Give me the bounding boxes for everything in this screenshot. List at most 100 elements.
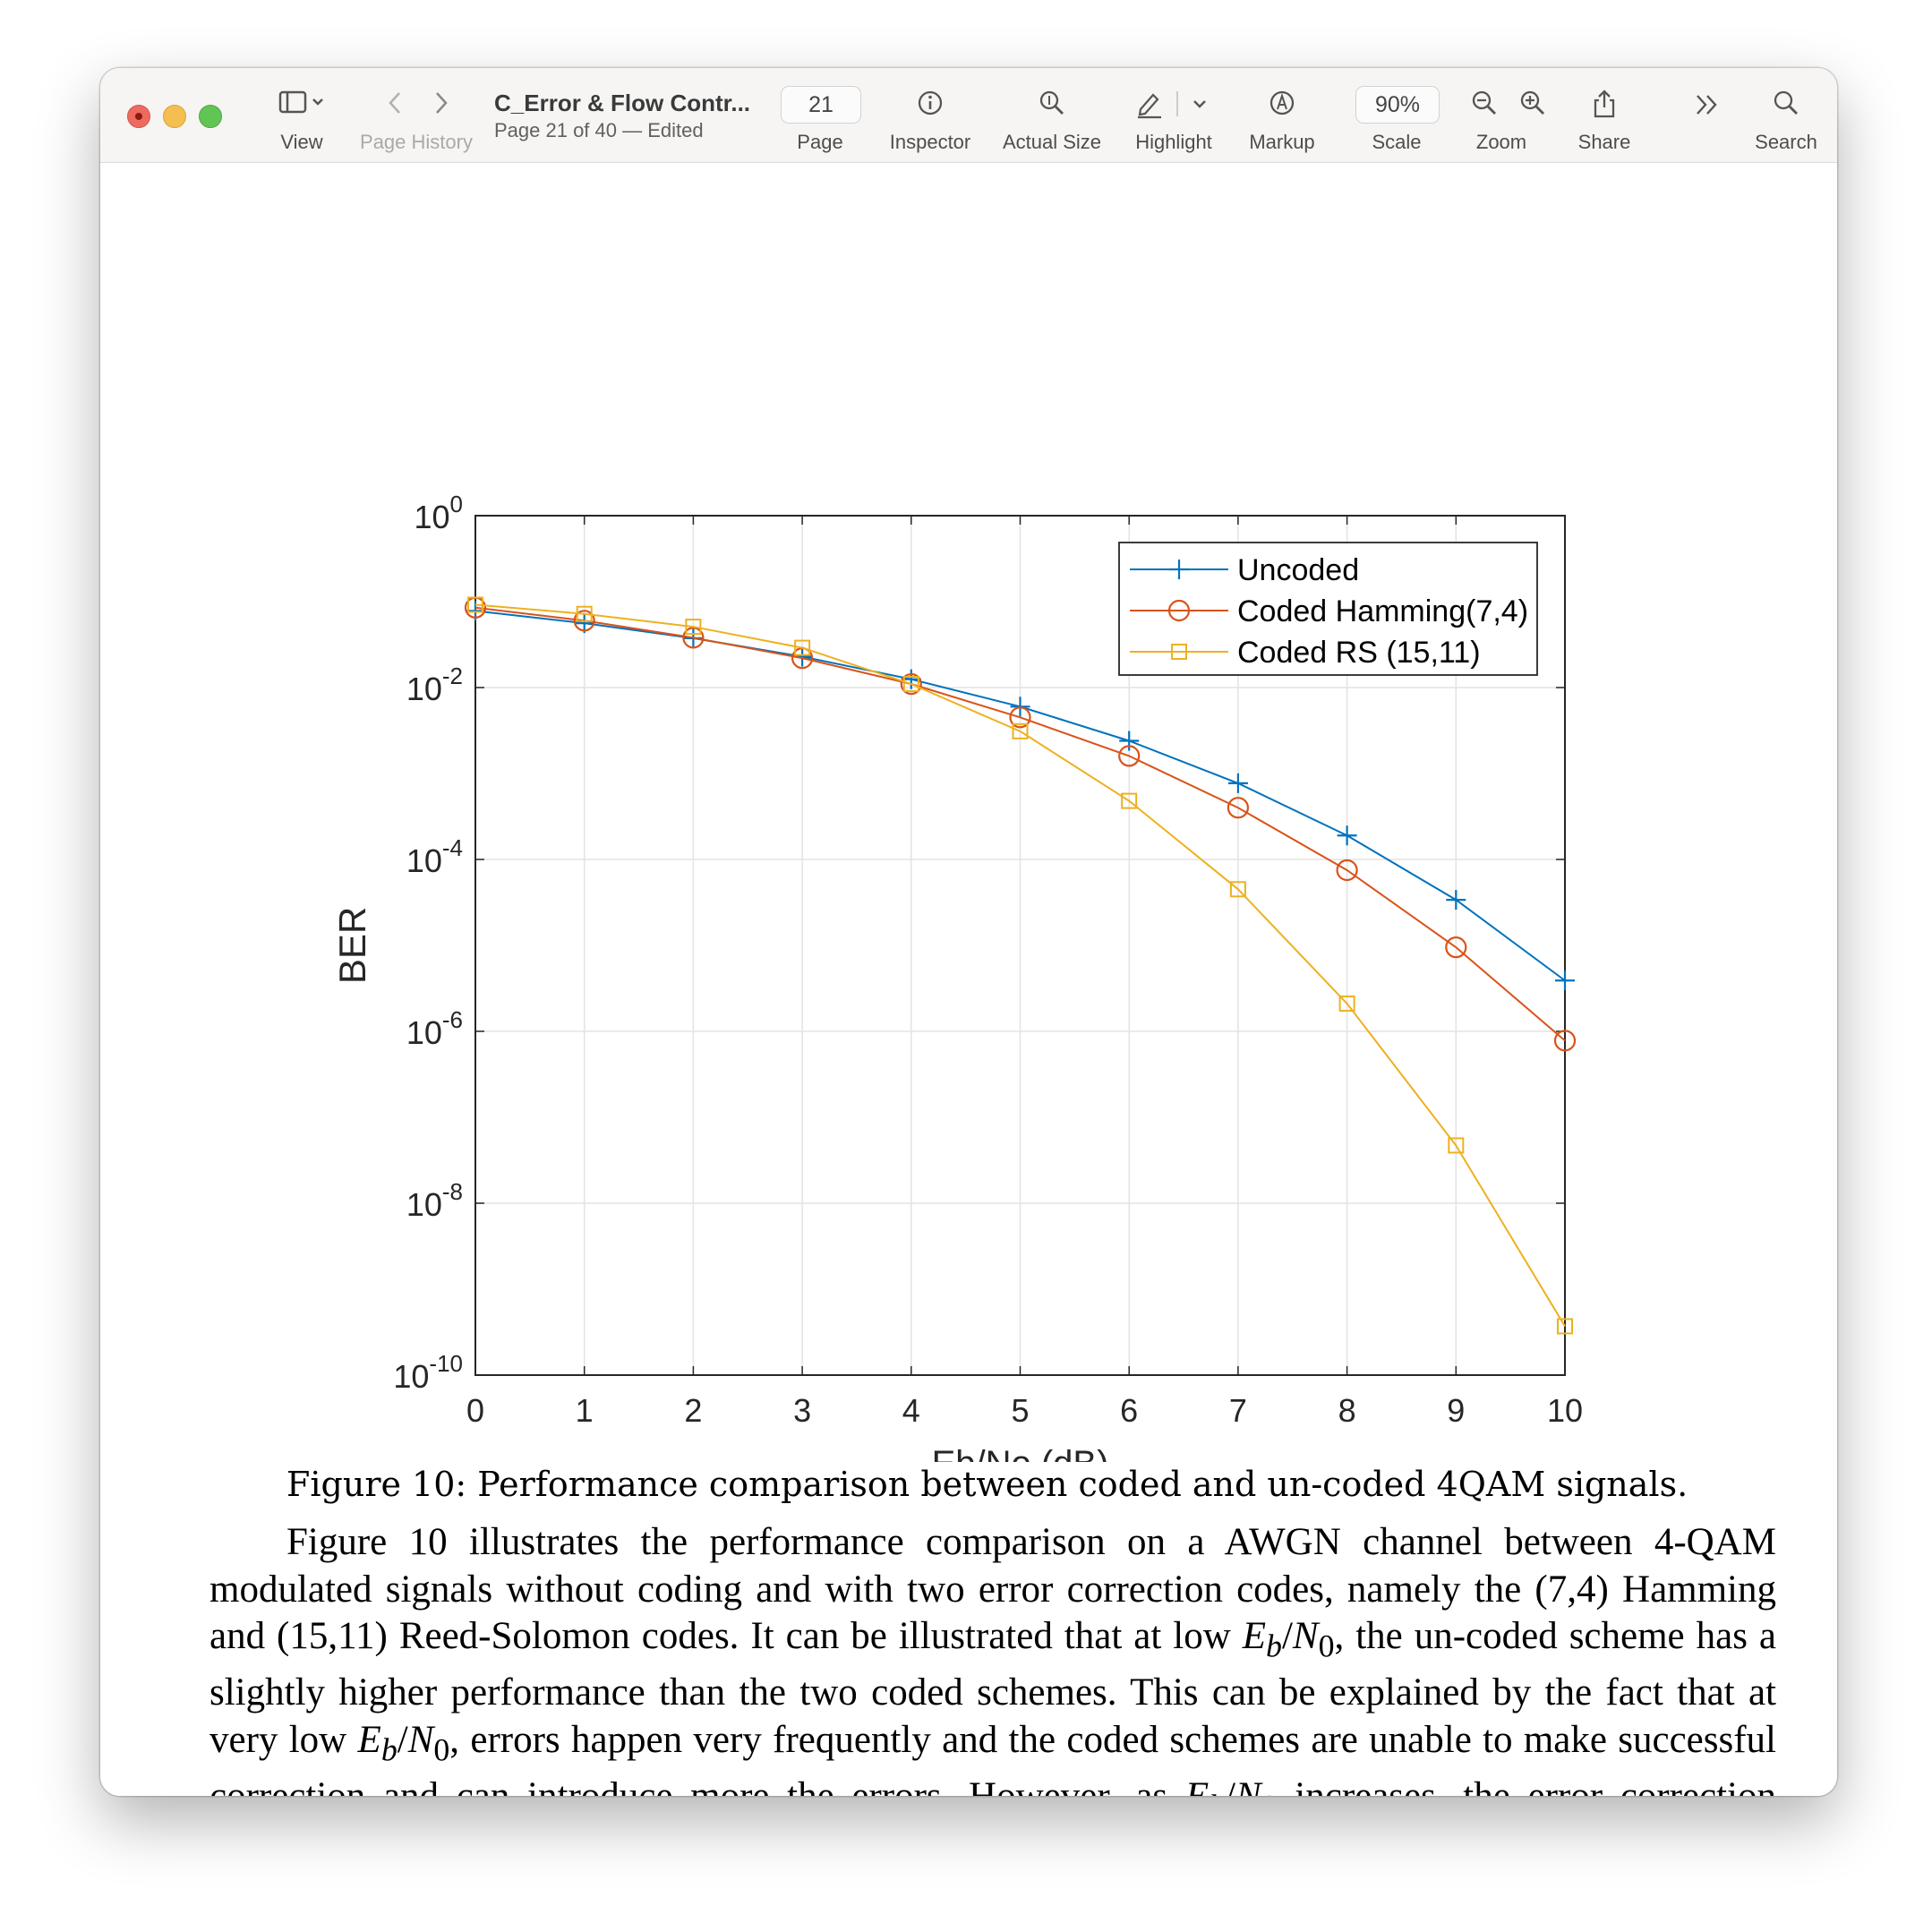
math-E: E — [357, 1718, 381, 1761]
y-tick-label: 10-6 — [406, 1006, 463, 1051]
marker-square — [467, 596, 483, 613]
x-tick-label: 2 — [684, 1392, 702, 1429]
marker-plus — [1227, 773, 1248, 793]
math-0: 0 — [1261, 1788, 1278, 1796]
x-tick-label: 7 — [1229, 1392, 1247, 1429]
math-0: 0 — [433, 1731, 450, 1768]
scale-control: 90% Scale — [1354, 68, 1440, 162]
fullscreen-button[interactable] — [199, 105, 222, 128]
marker-circle — [682, 627, 705, 649]
math-slash: / — [397, 1718, 408, 1761]
preview-window: View Page History C_Error & Flow Contr..… — [100, 68, 1837, 1796]
info-icon — [918, 90, 943, 115]
marker-circle — [1167, 599, 1191, 622]
x-tick-label: 4 — [902, 1392, 920, 1429]
para-text-1: Figure 10 illustrates the performance co… — [209, 1521, 1776, 1657]
view-button[interactable]: View — [266, 68, 338, 162]
legend-entry: Uncoded — [1130, 553, 1359, 587]
marker-circle — [1227, 797, 1250, 819]
marker-circle — [1445, 936, 1467, 959]
ber-chart: 0 1 2 3 4 5 6 7 8 9 10 100 10-2 10-4 10-6 10-8 10-10 Eb/N… — [331, 491, 1583, 1462]
highlight-label: Highlight — [1135, 131, 1212, 153]
x-tick-label: 9 — [1447, 1392, 1465, 1429]
math-E: E — [1242, 1615, 1267, 1657]
chevron-right-icon[interactable] — [430, 90, 451, 116]
math-slash: / — [1281, 1615, 1293, 1657]
marker-square — [1557, 1318, 1573, 1335]
chevron-down-icon[interactable] — [1191, 95, 1209, 113]
marker-plus — [1169, 560, 1189, 579]
legend-label: Uncoded — [1237, 553, 1359, 587]
highlight-divider — [1176, 91, 1178, 116]
math-N: N — [1235, 1775, 1261, 1796]
x-tick-label: 1 — [576, 1392, 594, 1429]
marker-square — [1448, 1137, 1465, 1154]
page-number-field[interactable]: 21 — [781, 86, 861, 124]
double-chevron-icon[interactable] — [1692, 91, 1723, 118]
marker-square — [576, 605, 593, 622]
close-icon — [135, 113, 142, 120]
math-eb-n0: Eb/N0 — [1242, 1615, 1335, 1664]
legend-label: Coded Hamming(7,4) — [1237, 594, 1528, 628]
math-0: 0 — [1318, 1628, 1335, 1664]
share-button[interactable]: Share — [1564, 68, 1645, 162]
markup-pen-icon — [1269, 90, 1295, 115]
marker-circle — [1118, 745, 1141, 767]
legend-entry: Coded RS (15,11) — [1130, 636, 1481, 670]
marker-square — [1229, 881, 1246, 898]
marker-square — [1338, 996, 1355, 1013]
minimize-button[interactable] — [163, 105, 186, 128]
marker-square — [1171, 644, 1187, 660]
zoom-out-icon[interactable] — [1469, 88, 1500, 118]
math-slash: / — [1225, 1775, 1235, 1796]
actual-size-button[interactable]: Actual Size — [994, 68, 1110, 162]
magnifier-icon — [1039, 90, 1064, 115]
x-tick-label: 6 — [1120, 1392, 1138, 1429]
series-line — [474, 603, 1566, 1327]
page-control: 21 Page — [779, 68, 861, 162]
zoom-in-icon[interactable] — [1517, 88, 1548, 118]
body-paragraph: Figure 10 illustrates the performance co… — [209, 1519, 1776, 1796]
y-axis-label: BER — [331, 907, 373, 984]
chevron-left-icon[interactable] — [385, 90, 406, 116]
y-tick-label: 100 — [414, 491, 463, 535]
scale-field[interactable]: 90% — [1355, 86, 1440, 124]
series-1 — [464, 596, 1577, 1052]
legend-label: Coded RS (15,11) — [1237, 636, 1481, 670]
marker-square — [902, 676, 919, 693]
math-N: N — [1292, 1615, 1319, 1657]
document-title[interactable]: C_Error & Flow Contr... — [494, 90, 751, 116]
marker-circle — [1009, 706, 1031, 729]
actual-size-label: Actual Size — [1002, 131, 1102, 153]
view-label: View — [280, 131, 323, 153]
math-b: b — [380, 1731, 398, 1768]
zoom-group: Zoom — [1457, 68, 1546, 162]
document-subtitle: Page 21 of 40 — Edited — [494, 119, 704, 141]
marker-circle — [1336, 859, 1358, 882]
search-button[interactable]: Search — [1746, 68, 1826, 162]
x-tick-label: 5 — [1011, 1392, 1029, 1429]
axes-box — [474, 515, 1566, 1376]
pen-icon — [1138, 93, 1161, 119]
math-b: b — [1266, 1628, 1282, 1664]
sidebar-icon — [278, 90, 323, 114]
legend-entry: Coded Hamming(7,4) — [1130, 594, 1528, 628]
close-button[interactable] — [127, 105, 150, 128]
inspector-button[interactable]: Inspector — [877, 68, 983, 162]
x-axis-label: Eb/No (dB) — [932, 1444, 1109, 1462]
page-history-group: Page History — [349, 68, 483, 162]
marker-plus — [1337, 825, 1357, 846]
toolbar: View Page History C_Error & Flow Contr..… — [100, 68, 1837, 163]
marker-square — [794, 639, 811, 656]
marker-square — [1012, 722, 1029, 739]
math-N: N — [407, 1718, 434, 1761]
highlight-button[interactable]: Highlight — [1121, 68, 1227, 162]
marker-square — [685, 619, 702, 636]
para-text-3: , errors happen very frequently and the … — [209, 1718, 1776, 1796]
x-tick-label: 8 — [1338, 1392, 1356, 1429]
x-tick-label: 0 — [466, 1392, 484, 1429]
markup-button[interactable]: Markup — [1237, 68, 1327, 162]
document-page: 01234567891010010-210-410-610-810-10Eb/N… — [100, 164, 1837, 1796]
marker-plus — [1119, 731, 1140, 751]
y-tick-label: 10-2 — [406, 662, 463, 707]
